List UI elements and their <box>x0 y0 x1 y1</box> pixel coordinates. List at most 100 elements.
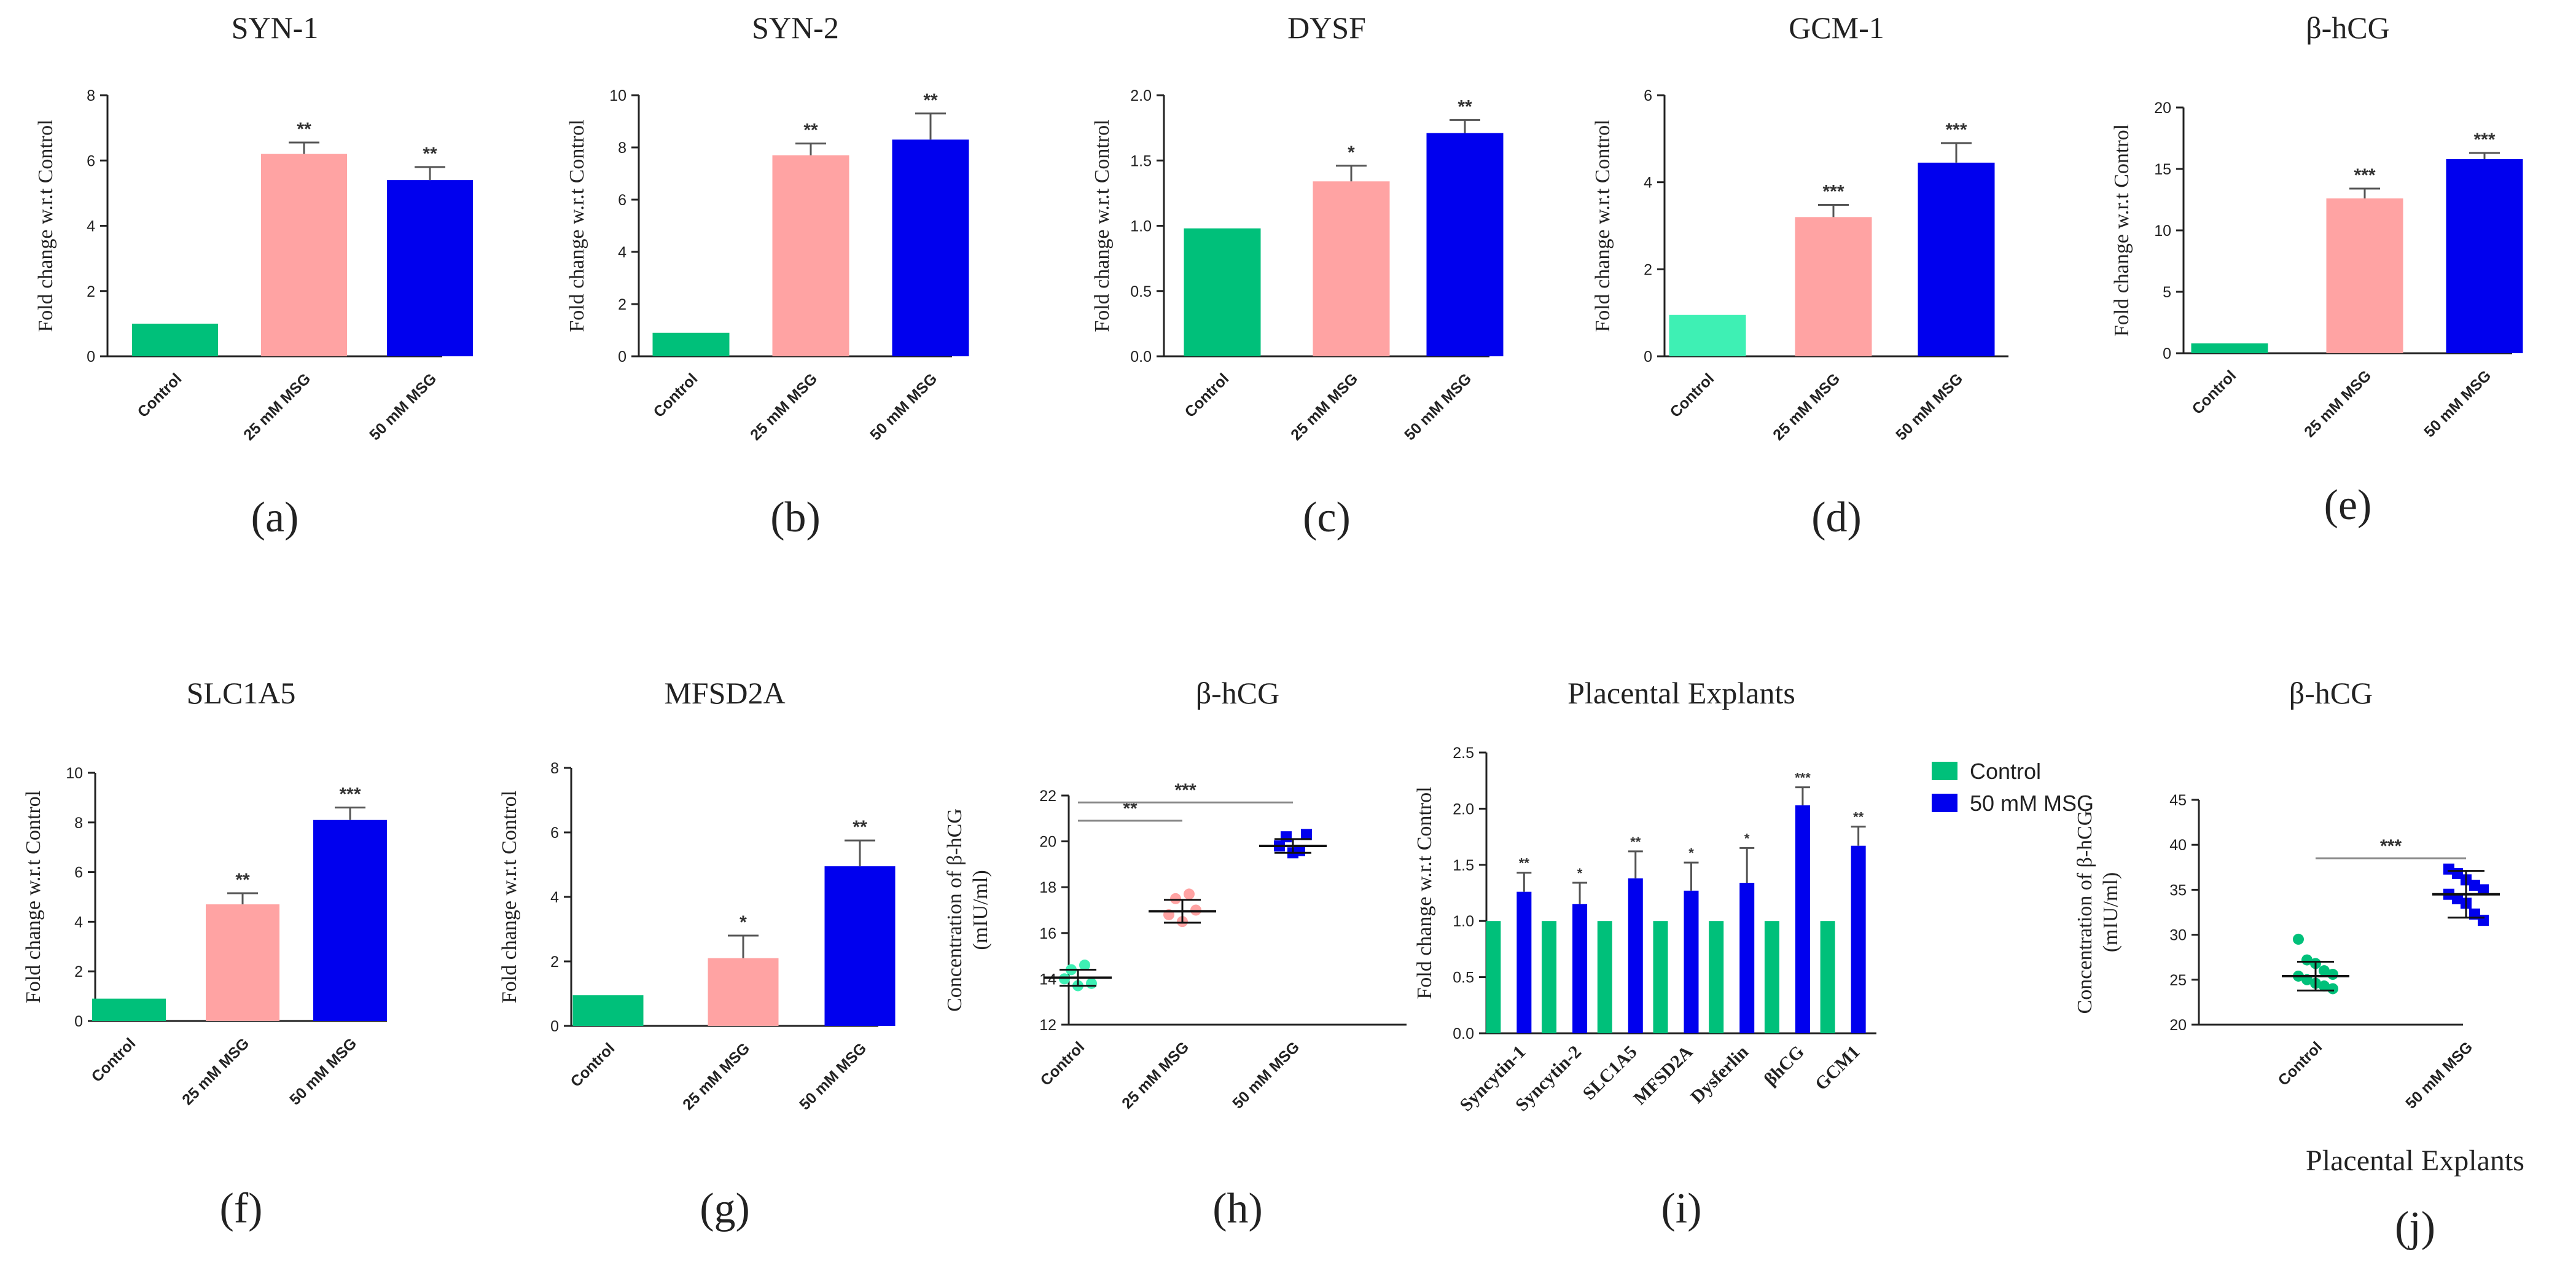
y-tick-label: 0.5 <box>1453 969 1474 987</box>
panel-label: (h) <box>1212 1185 1263 1232</box>
y-tick-label: 15 <box>2154 161 2171 178</box>
y-tick-label: 1.0 <box>1453 913 1474 930</box>
significance-label: *** <box>339 784 361 805</box>
bar-0 <box>652 332 730 356</box>
chart-panel-3: DYSF (c) 0.0 0.5 1.0 1.5 2.0 Fold change w.r.t … <box>1091 10 1504 541</box>
y-tick-label: 4 <box>74 913 83 931</box>
bar-2 <box>2446 159 2523 353</box>
y-tick-label: 0 <box>74 1013 83 1030</box>
bar-1 <box>1313 181 1390 356</box>
significance-label: ** <box>803 120 818 141</box>
legend-swatch-control <box>1932 762 1957 780</box>
y-tick-label: 2.0 <box>1130 87 1152 104</box>
x-tick-label: MFSD2A <box>1630 1041 1697 1109</box>
bar-control <box>1764 921 1779 1033</box>
x-tick-label: Control <box>1667 370 1718 421</box>
significance-label: * <box>1744 831 1750 846</box>
data-point <box>2327 983 2338 995</box>
y-tick-label: 16 <box>1039 925 1056 942</box>
chart-panel-10: β-hCG (j) 20 25 30 35 40 45 Concentration of β-h… <box>2074 676 2524 1251</box>
bar-msg <box>1572 904 1588 1033</box>
y-tick-label: 2.0 <box>1453 800 1474 818</box>
significance-label: * <box>1348 143 1355 163</box>
chart-panel-2: SYN-2 (b) 0 2 4 6 8 10 Fold change w.r.t Control… <box>566 10 969 541</box>
data-point <box>2478 884 2489 896</box>
chart-title: SYN-1 <box>232 10 319 45</box>
y-axis-label: Fold change w.r.t Control <box>498 791 521 1003</box>
bar-control <box>1597 921 1612 1033</box>
bar-control <box>1486 921 1501 1033</box>
significance-label: *** <box>1795 770 1811 786</box>
bar-1 <box>708 958 779 1026</box>
significance-label: *** <box>2354 165 2375 186</box>
x-tick-label: 50 mM MSG <box>286 1035 360 1108</box>
y-tick-label: 2 <box>550 953 559 971</box>
y-tick-label: 0 <box>618 348 626 366</box>
chart-footer: Placental Explants <box>2306 1144 2524 1177</box>
y-tick-label: 6 <box>87 152 95 170</box>
x-tick-label: 50 mM MSG <box>2402 1038 2476 1112</box>
bar-1 <box>1795 217 1872 356</box>
bar-1 <box>772 155 849 356</box>
significance-label: ** <box>297 119 311 139</box>
data-point <box>2327 969 2338 980</box>
data-point <box>2452 893 2463 905</box>
chart-title: β-hCG <box>1196 676 1280 710</box>
panel-label: (a) <box>251 494 299 541</box>
panel-label: (e) <box>2324 482 2372 529</box>
y-tick-label: 8 <box>87 87 95 104</box>
legend: Control 50 mM MSG <box>1932 759 2094 816</box>
significance-label: *** <box>2380 836 2402 856</box>
y-tick-label: 6 <box>618 192 626 209</box>
x-tick-label: 50 mM MSG <box>1229 1038 1303 1112</box>
y-tick-label: 0 <box>2163 345 2171 362</box>
bar-1 <box>206 904 279 1021</box>
bar-msg <box>1851 845 1866 1033</box>
panel-label: (g) <box>700 1185 750 1232</box>
y-tick-label: 2.5 <box>1453 745 1474 762</box>
chart-title: Placental Explants <box>1567 676 1795 710</box>
data-point <box>2293 933 2304 945</box>
y-tick-label: 10 <box>66 765 83 782</box>
y-tick-label: 20 <box>2154 100 2171 117</box>
significance-label: *** <box>2473 130 2495 150</box>
y-tick-label: 18 <box>1039 879 1056 896</box>
bar-control <box>1709 921 1724 1033</box>
y-tick-label: 2 <box>87 283 95 300</box>
y-axis-label: Concentration of β-hCG <box>943 808 966 1012</box>
y-tick-label: 2 <box>1644 261 1652 278</box>
y-tick-label: 35 <box>2169 882 2187 899</box>
data-point <box>2478 915 2489 926</box>
y-tick-label: 10 <box>609 87 626 104</box>
x-tick-label: 50 mM MSG <box>796 1039 870 1113</box>
y-tick-label: 30 <box>2169 927 2187 944</box>
significance-label: * <box>740 912 747 933</box>
chart-panel-6: SLC1A5 (f) 0 2 4 6 8 10 Fold change w.r.t Contro… <box>22 676 387 1232</box>
bar-2 <box>892 139 969 356</box>
bar-msg <box>1628 878 1643 1033</box>
x-tick-label: Control <box>88 1035 139 1085</box>
y-axis-label: Fold change w.r.t Control <box>2110 124 2133 337</box>
x-tick-label: 25 mM MSG <box>1770 370 1843 444</box>
x-tick-label: Control <box>650 370 701 421</box>
panel-label: (j) <box>2395 1203 2435 1251</box>
data-point <box>1079 960 1090 971</box>
significance-label: ** <box>1458 96 1472 117</box>
y-tick-label: 4 <box>550 889 559 906</box>
significance-label: *** <box>1822 182 1844 202</box>
y-tick-label: 4 <box>1644 174 1652 192</box>
chart-title: β-hCG <box>2289 676 2373 710</box>
significance-label: *** <box>1174 780 1196 800</box>
bar-msg <box>1516 891 1532 1033</box>
y-axis-label: Fold change w.r.t Control <box>34 119 57 332</box>
x-tick-label: Control <box>2275 1038 2326 1089</box>
data-point <box>2319 980 2330 992</box>
chart-title: GCM-1 <box>1789 10 1884 45</box>
y-tick-label: 8 <box>550 760 559 777</box>
bar-msg <box>1739 883 1755 1033</box>
panel-label: (b) <box>770 494 821 541</box>
chart-panel-5: β-hCG (e) 0 5 10 15 20 Fold change w.r.t Contro… <box>2110 10 2523 529</box>
y-tick-label: 0.0 <box>1453 1025 1474 1042</box>
significance-label: *** <box>1945 120 1967 140</box>
bar-0 <box>92 998 166 1021</box>
